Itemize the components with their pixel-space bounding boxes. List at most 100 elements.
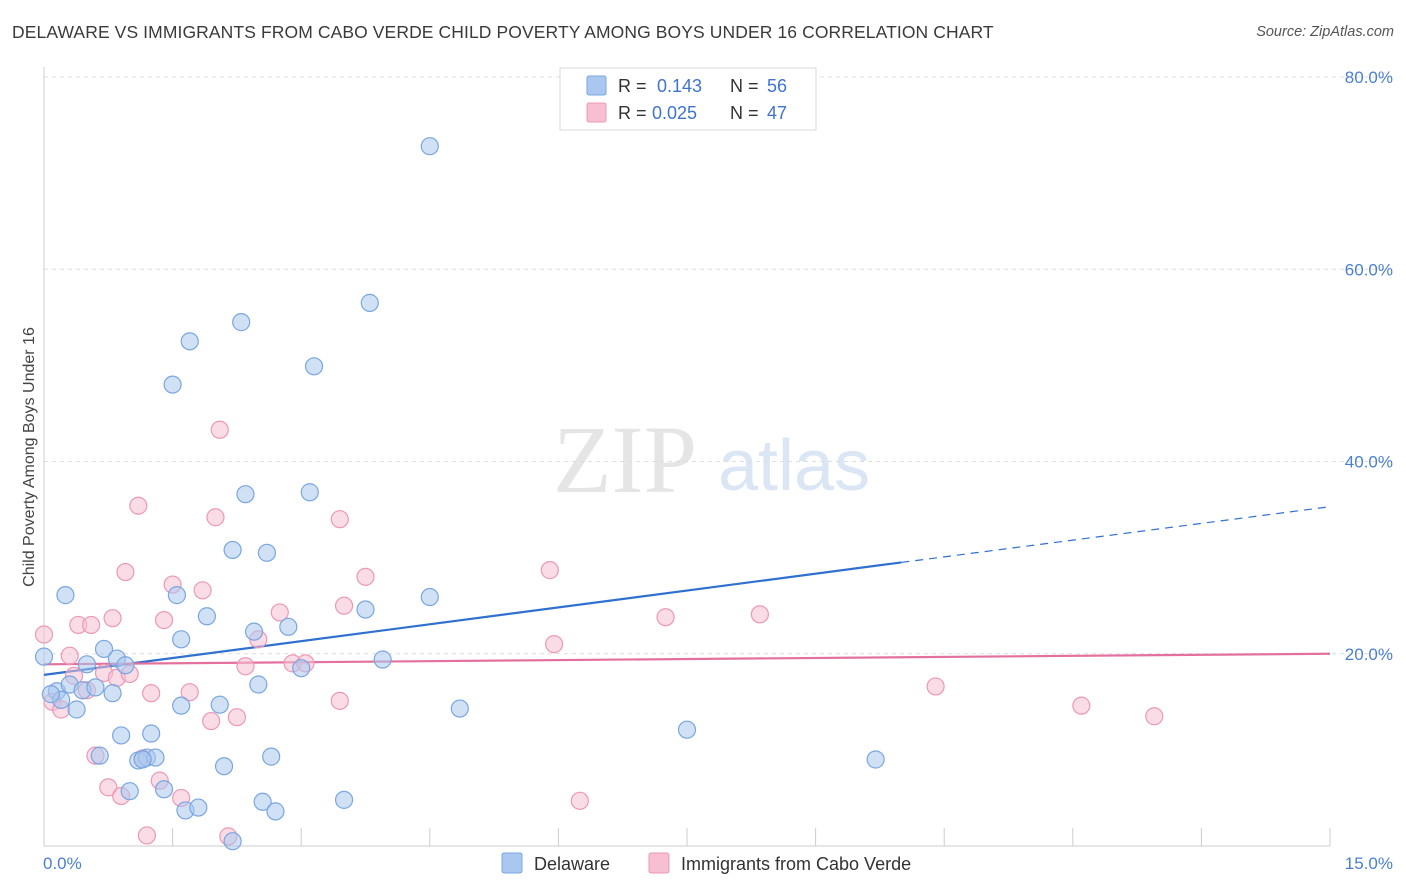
delaware-trend-line [43,561,902,676]
delaware-point [90,746,109,765]
delaware-point [67,700,86,719]
cabo-verde-point [656,608,675,627]
watermark: ZIP atlas [553,406,870,513]
cabo-verde-point [82,615,101,635]
y-tick-label: 20.0% [1345,645,1393,664]
delaware-point [116,656,135,675]
bottom-legend-label-delaware: Delaware [534,854,610,874]
delaware-point [86,678,105,697]
cabo-verde-point [540,561,559,580]
delaware-point [304,357,324,376]
legend-n-value-cabo-verde: 47 [767,103,787,123]
delaware-point [197,607,216,626]
grid-lines [44,76,1392,655]
cabo-verde-point [356,567,375,586]
delaware-point [223,832,242,851]
legend-bottom: Delaware Immigrants from Cabo Verde [501,852,911,874]
x-tick-label-min: 0.0% [43,854,82,873]
bottom-legend-label-cabo-verde: Immigrants from Cabo Verde [681,854,911,874]
delaware-point [94,639,114,659]
cabo-verde-point [545,635,564,654]
cabo-verde-point [270,603,289,622]
cabo-verde-point [193,581,212,600]
delaware-point [236,485,255,504]
delaware-point [334,790,354,809]
delaware-point [34,647,54,666]
delaware-point [356,600,375,619]
delaware-point [677,720,697,739]
watermark-atlas: atlas [718,426,870,506]
cabo-verde-point [206,508,225,527]
delaware-point [300,483,319,502]
delaware-point [292,659,311,678]
cabo-verde-point [1145,707,1164,726]
delaware-point [133,750,152,769]
legend-r-value-delaware: 0.143 [657,76,702,96]
delaware-point [189,798,208,817]
delaware-point [77,655,96,674]
delaware-point [420,587,439,607]
delaware-point [232,313,251,332]
x-tick-label-max: 15.0% [1345,854,1393,873]
delaware-point [373,650,392,669]
legend-swatch-cabo-verde [586,102,607,123]
bottom-legend-swatch-cabo-verde [648,852,670,874]
delaware-point [120,782,139,801]
cabo-verde-point [99,778,118,797]
cabo-verde-point [570,791,589,810]
delaware-point [154,780,174,799]
axes [43,67,1331,847]
delaware-point [172,630,191,649]
y-tick-label: 80.0% [1345,68,1393,87]
cabo-verde-point [103,609,122,628]
cabo-verde-point [154,611,174,630]
legend-r-label-delaware: R = [618,76,647,96]
delaware-point [262,747,281,766]
delaware-point [214,757,234,776]
cabo-verde-trend-line [43,652,1331,666]
legend-n-value-delaware: 56 [767,76,787,96]
delaware-trend-extension [901,506,1331,564]
delaware-point [450,699,469,718]
delaware-point [266,802,285,821]
cabo-verde-point [202,711,221,731]
legend-r-value-cabo-verde: 0.025 [652,103,697,123]
y-axis-title: Child Poverty Among Boys Under 16 [21,327,38,587]
legend-n-label-delaware: N = [730,76,759,96]
trend-lines [43,506,1331,676]
chart-title: DELAWARE VS IMMIGRANTS FROM CABO VERDE C… [12,22,994,42]
delaware-point [866,750,885,769]
legend-top: R = 0.143 N = 56 R = 0.025 N = 47 [559,67,817,131]
y-tick-label: 40.0% [1345,453,1393,472]
delaware-point [223,540,242,560]
cabo-verde-point [180,683,199,702]
delaware-point [163,375,182,394]
delaware-point [112,726,131,745]
delaware-point [253,792,272,811]
delaware-point [249,675,268,694]
cabo-verde-point [129,496,148,515]
cabo-verde-point [334,596,354,615]
delaware-point [103,684,122,703]
delaware-point [172,696,191,715]
cabo-verde-point [330,691,349,710]
delaware-point [210,695,229,714]
delaware-point [420,137,439,156]
cabo-verde-point [116,562,135,582]
legend-n-label-cabo-verde: N = [730,103,759,123]
delaware-point [180,332,199,351]
cabo-verde-point [750,605,769,624]
delaware-point [167,586,186,605]
cabo-verde-point [330,510,349,529]
bottom-legend-swatch-delaware [501,852,523,874]
delaware-point [41,685,60,704]
cabo-verde-point [926,677,945,696]
cabo-verde-point [34,625,54,644]
legend-swatch-delaware [586,75,607,96]
cabo-verde-point [142,684,161,703]
cabo-verde-point [137,826,156,845]
cabo-verde-point [210,420,229,439]
y-tick-label: 60.0% [1345,260,1393,279]
watermark-zip: ZIP [553,406,697,513]
